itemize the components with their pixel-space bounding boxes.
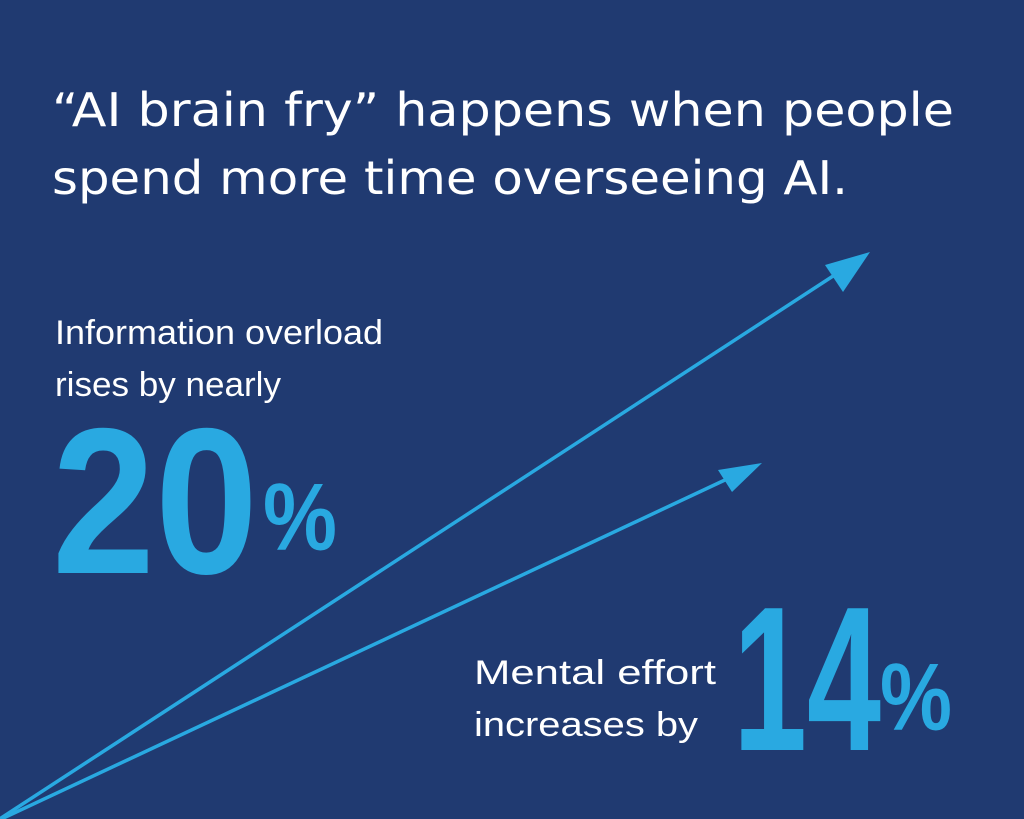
arrow-line (0, 470, 743, 819)
title-line: “AI brain fry” happens when people (52, 83, 954, 137)
stat-value: 14 (733, 564, 881, 794)
stat-label: rises by nearly (55, 366, 281, 404)
stat-value: 20 (52, 386, 258, 618)
stat-unit: % (880, 644, 952, 751)
title-line: spend more time overseeing AI. (52, 151, 848, 205)
stat-label: increases by (474, 706, 698, 744)
arrow-head (718, 463, 762, 492)
arrows (0, 252, 870, 819)
stat-label: Information overload (55, 314, 383, 352)
arrow-head (825, 252, 870, 292)
arrow-line (0, 263, 851, 819)
stat-unit: % (263, 464, 337, 571)
stat-label: Mental effort (474, 654, 717, 692)
